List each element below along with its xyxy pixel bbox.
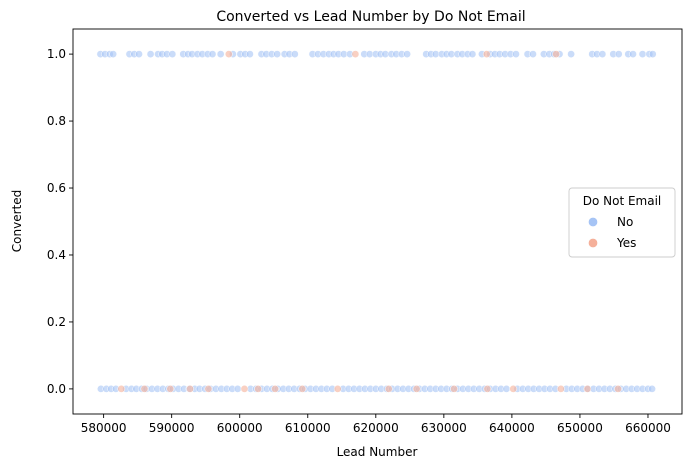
point-yes-19 xyxy=(557,385,565,393)
point-yes-5 xyxy=(140,385,149,393)
x-tick-label: 590000 xyxy=(149,421,195,435)
point-no-7 xyxy=(146,50,155,58)
point-yes-7 xyxy=(186,385,194,393)
y-tick-label: 0.0 xyxy=(47,382,66,396)
x-tick-label: 640000 xyxy=(489,421,535,435)
y-tick-label: 0.8 xyxy=(47,114,66,128)
legend-marker-yes xyxy=(588,238,598,248)
legend: Do Not Email No Yes xyxy=(568,187,676,258)
x-tick-label: 630000 xyxy=(421,421,467,435)
point-no-76 xyxy=(614,50,623,58)
point-yes-14 xyxy=(384,385,393,393)
point-no-57 xyxy=(468,50,477,58)
x-tick-label: 620000 xyxy=(353,421,399,435)
y-tick-label: 0.2 xyxy=(47,315,66,329)
point-no-71 xyxy=(567,50,575,58)
x-axis-title: Lead Number xyxy=(337,445,418,459)
y-tick-label: 1.0 xyxy=(47,47,66,61)
legend-label-no: No xyxy=(617,215,633,229)
y-axis-title: Converted xyxy=(10,190,24,252)
legend-marker-no xyxy=(588,217,598,227)
point-yes-15 xyxy=(412,385,421,393)
chart-title: Converted vs Lead Number by Do Not Email xyxy=(216,9,525,25)
point-no-154 xyxy=(502,385,511,393)
point-no-23 xyxy=(246,50,254,58)
point-no-179 xyxy=(648,385,656,393)
point-yes-10 xyxy=(254,385,262,393)
point-yes-13 xyxy=(333,385,342,393)
y-tick-label: 0.4 xyxy=(47,248,66,262)
point-no-79 xyxy=(638,50,647,58)
point-yes-12 xyxy=(298,385,307,393)
x-tick-label: 610000 xyxy=(285,421,331,435)
point-no-19 xyxy=(216,50,225,58)
point-yes-17 xyxy=(483,385,492,393)
point-yes-4 xyxy=(117,385,126,393)
point-yes-6 xyxy=(166,385,175,393)
x-tick-label: 660000 xyxy=(625,421,671,435)
x-tick-label: 580000 xyxy=(81,421,127,435)
point-yes-18 xyxy=(509,385,518,393)
x-tick-label: 650000 xyxy=(557,421,603,435)
point-yes-1 xyxy=(351,50,360,58)
point-yes-21 xyxy=(614,385,622,393)
point-no-64 xyxy=(512,50,520,58)
point-no-78 xyxy=(629,50,637,58)
point-yes-8 xyxy=(204,385,213,393)
point-yes-11 xyxy=(271,385,279,393)
point-no-27 xyxy=(273,50,281,58)
y-axis: 0.0 0.2 0.4 0.6 0.8 1.0 xyxy=(47,47,73,396)
point-yes-0 xyxy=(224,50,233,58)
point-yes-2 xyxy=(482,50,491,58)
point-no-81 xyxy=(648,50,657,58)
x-tick-label: 600000 xyxy=(217,421,263,435)
y-tick-label: 0.6 xyxy=(47,181,66,195)
point-yes-20 xyxy=(583,385,592,393)
point-yes-16 xyxy=(450,385,458,393)
x-axis: 580000 590000 600000 610000 620000 630000 6400… xyxy=(81,414,671,435)
point-no-11 xyxy=(168,50,177,58)
point-no-66 xyxy=(529,50,537,58)
point-no-18 xyxy=(208,50,217,58)
point-no-47 xyxy=(403,50,411,58)
point-no-6 xyxy=(135,50,143,58)
point-yes-3 xyxy=(552,50,560,58)
legend-title: Do Not Email xyxy=(583,194,662,208)
points-layer xyxy=(96,50,657,393)
point-no-74 xyxy=(598,50,607,58)
legend-label-yes: Yes xyxy=(616,236,636,250)
point-no-3 xyxy=(109,50,118,58)
point-no-107 xyxy=(233,385,242,393)
plot-frame xyxy=(72,28,683,415)
point-no-30 xyxy=(290,50,299,58)
point-yes-9 xyxy=(240,385,249,393)
